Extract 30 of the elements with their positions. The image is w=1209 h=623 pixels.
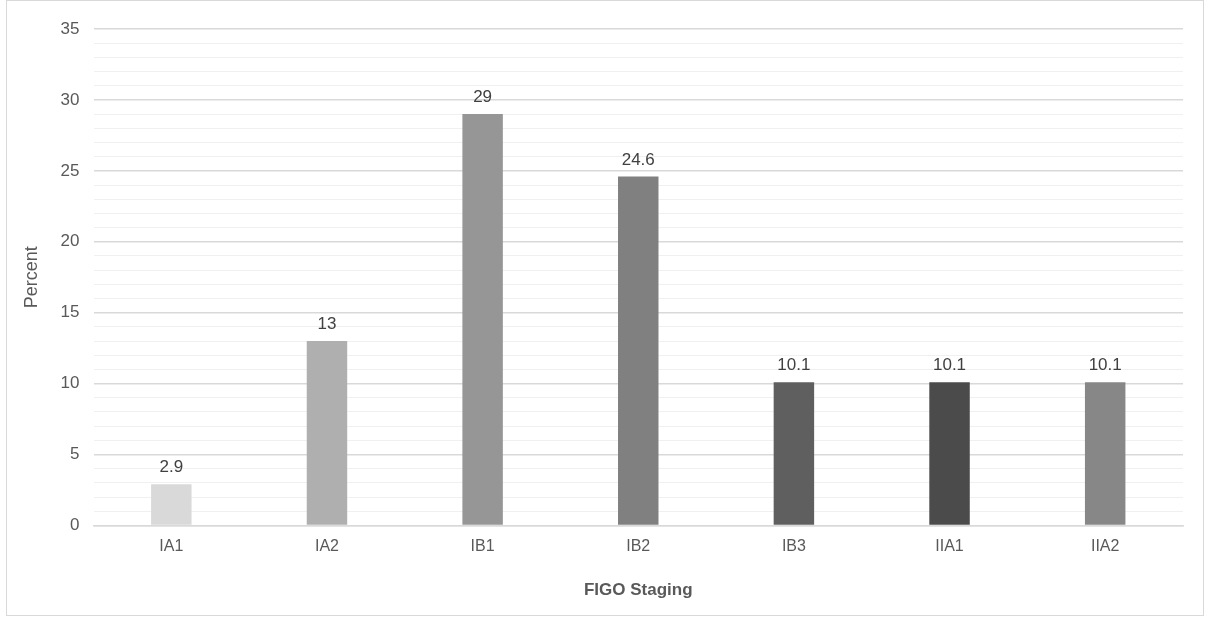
y-tick-label: 0 [70,515,80,535]
bar [306,341,348,525]
y-axis-title: Percent [20,246,41,309]
x-tick-label: IB1 [470,537,495,555]
y-tick-label: 25 [60,160,80,180]
x-tick-label: IA1 [159,537,184,555]
data-label: 13 [317,314,337,334]
x-tick-label: IIA2 [1090,537,1120,555]
bar [1084,382,1126,525]
data-label: 10.1 [777,355,811,375]
y-tick-label: 5 [70,444,80,464]
y-tick-label: 10 [60,373,80,393]
data-label: 24.6 [621,149,655,169]
y-tick-label: 20 [60,231,80,251]
x-tick-label: IB3 [781,537,807,555]
bar [929,382,970,525]
data-label: 10.1 [1088,355,1122,375]
y-tick-label: 35 [60,18,80,38]
bar [773,382,815,525]
data-label: 29 [473,87,493,107]
x-axis-title: FIGO Staging [583,580,693,600]
bar [462,114,503,525]
x-tick-label: IIA1 [935,537,964,555]
x-tick-label: IA2 [314,537,340,555]
data-label: 2.9 [159,457,184,477]
x-tick-label: IB2 [626,537,651,555]
y-tick-label: 30 [60,89,80,109]
data-label: 10.1 [932,355,967,375]
y-tick-label: 15 [60,302,80,322]
bar [618,176,659,525]
